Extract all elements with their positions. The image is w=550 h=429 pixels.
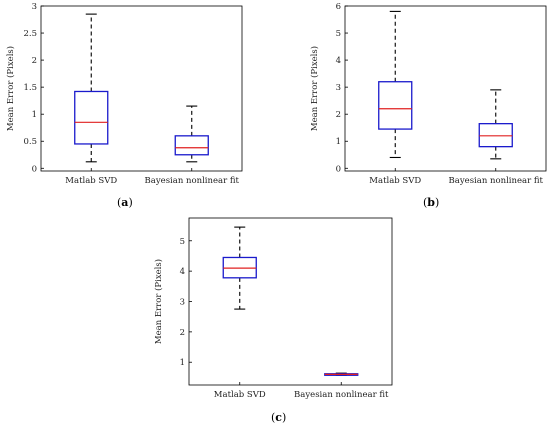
iqr-box	[174, 135, 209, 156]
box-b-2: Bayesian nonlinear fit	[449, 89, 544, 186]
plot-frame	[344, 5, 547, 172]
y-tick-label: 2.5	[23, 29, 37, 39]
x-tick-label: Matlab SVD	[369, 176, 421, 186]
y-tick-label: 2	[32, 56, 37, 66]
box-a-2: Bayesian nonlinear fit	[145, 105, 240, 186]
panel-label-a: (a)	[117, 196, 133, 209]
plot-frame	[40, 5, 243, 172]
y-tick-label: 1.5	[23, 83, 37, 93]
y-axis-label: Mean Error (Pixels)	[5, 46, 16, 131]
y-tick-label: 1	[180, 358, 185, 368]
y-tick-label: 0	[32, 164, 37, 174]
y-tick-label: 0	[336, 164, 341, 174]
y-tick-label: 1	[32, 110, 37, 120]
y-tick-label: 2	[180, 328, 185, 338]
x-tick-label: Matlab SVD	[65, 176, 117, 186]
y-tick-label: 1	[336, 137, 341, 147]
y-axis-label: Mean Error (Pixels)	[309, 46, 320, 131]
chart-panel-b: 0 1 2 3 4 5 6 Mean Error (Pixels) Matlab SVD Baye…	[309, 2, 547, 186]
x-tick-label: Matlab SVD	[214, 390, 266, 400]
y-tick-label: 5	[336, 29, 341, 39]
y-tick-label: 6	[336, 2, 341, 12]
y-tick-label: 5	[180, 237, 185, 247]
iqr-box	[478, 123, 513, 148]
box-c-2: Bayesian nonlinear fit	[294, 372, 389, 400]
box-c-1: Matlab SVD	[214, 226, 266, 400]
box-a-1: Matlab SVD	[65, 13, 117, 186]
y-tick-label: 4	[180, 267, 185, 277]
plot-frame	[188, 217, 393, 386]
y-axis-label: Mean Error (Pixels)	[153, 259, 164, 344]
box-b-1: Matlab SVD	[369, 10, 421, 186]
panel-label-b: (b)	[423, 196, 440, 209]
y-tick-label: 3	[180, 298, 185, 308]
y-tick-label: 2	[336, 110, 341, 120]
x-tick-label: Bayesian nonlinear fit	[449, 176, 544, 186]
y-tick-label: 3	[336, 83, 341, 93]
y-tick-label: 4	[336, 56, 341, 66]
x-tick-label: Bayesian nonlinear fit	[294, 390, 389, 400]
y-tick-label: 0.5	[23, 137, 37, 147]
x-tick-label: Bayesian nonlinear fit	[145, 176, 240, 186]
y-tick-label: 3	[32, 2, 37, 12]
iqr-box	[378, 81, 413, 130]
iqr-box	[74, 90, 109, 145]
panel-label-c: (c)	[271, 411, 287, 424]
chart-panel-a: 0 0.5 1 1.5 2 2.5 3 Mean Error (Pixels) Matlab S…	[5, 2, 243, 186]
chart-panel-c: 1 2 3 4 5 Mean Error (Pixels) Matlab SVD Bayesi…	[153, 217, 393, 400]
